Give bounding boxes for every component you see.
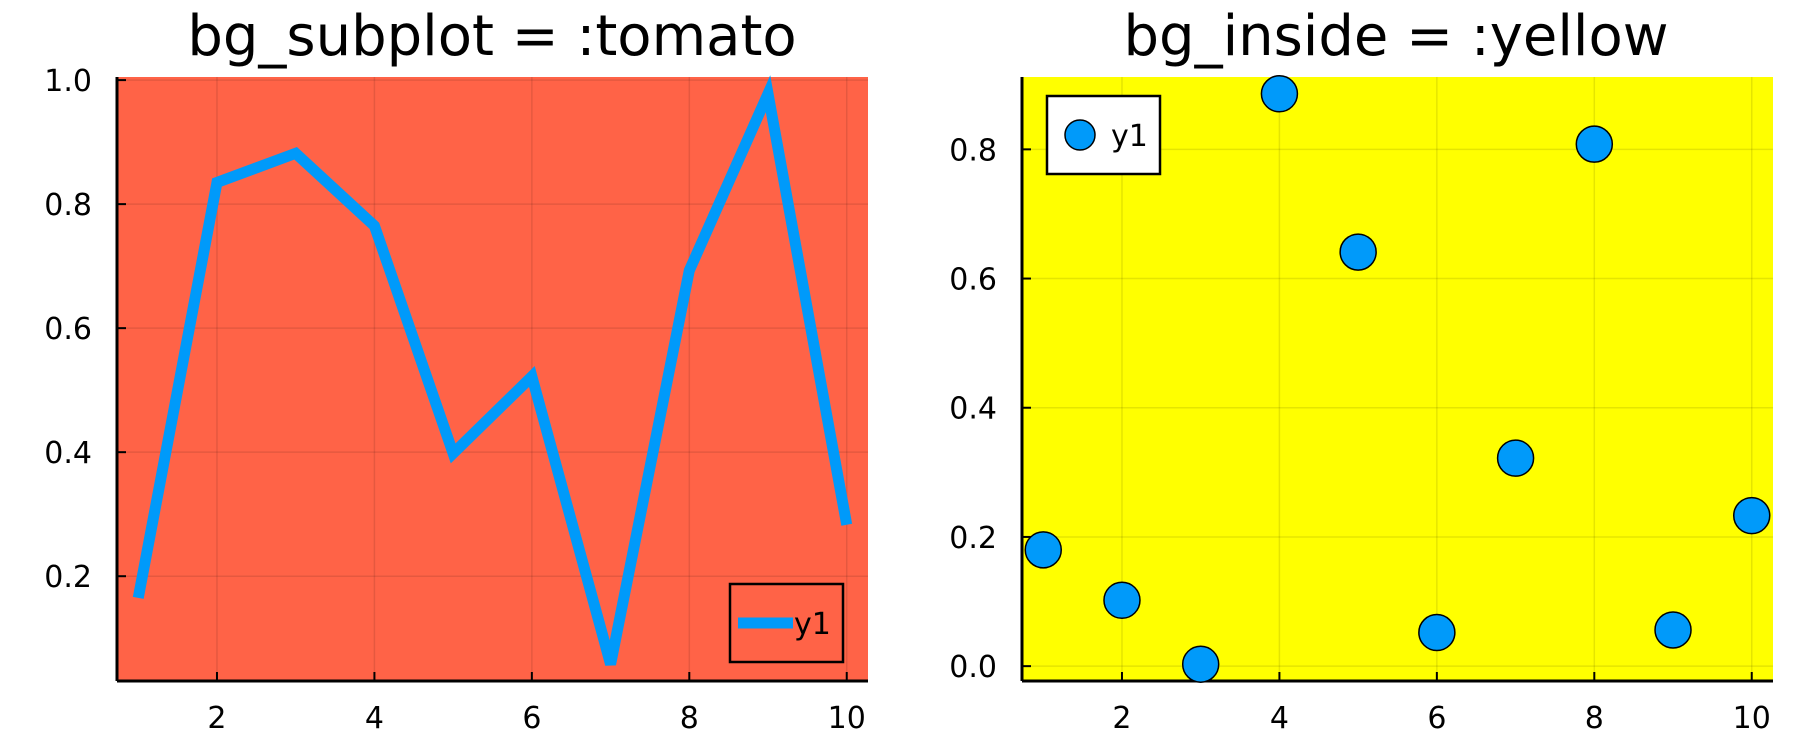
data-point (1103, 581, 1141, 620)
x-tick-label: 2 (1112, 701, 1131, 736)
legend-label: y1 (794, 607, 831, 642)
y-tick-label: 0.8 (44, 188, 92, 223)
data-point (1654, 611, 1692, 649)
y-tick-label: 0.8 (949, 133, 997, 168)
plot-background (1022, 77, 1773, 681)
x-tick-label: 4 (365, 701, 384, 736)
x-tick-label: 10 (1733, 701, 1771, 736)
subplot-2: 2 4 6 8 10 0.0 0.2 0.4 0.6 0.8 bg_inside = :yellow… (949, 4, 1773, 736)
legend-label: y1 (1111, 119, 1148, 154)
subplot-1: 2 4 6 8 10 0.2 0.4 0.6 0.8 1.0 bg_subplot = :tomat… (44, 4, 868, 736)
y-tick-label: 0.4 (44, 436, 92, 471)
chart-title: bg_subplot = :tomato (187, 4, 796, 69)
legend: y1 (728, 582, 845, 664)
y-tick-label: 1.0 (44, 64, 92, 99)
legend-swatch (1064, 119, 1096, 151)
y-tick-label: 0.4 (949, 392, 997, 427)
data-point (1024, 531, 1063, 569)
data-point (1575, 125, 1614, 163)
x-tick-label: 6 (522, 701, 541, 736)
legend: y1 (1045, 94, 1162, 176)
y-tick-label: 0.2 (949, 521, 997, 556)
x-tick-label: 4 (1270, 701, 1289, 736)
x-tick-label: 8 (1585, 701, 1604, 736)
y-tick-label: 0.0 (949, 650, 997, 685)
x-tick-label: 10 (828, 701, 866, 736)
x-tick-label: 6 (1427, 701, 1446, 736)
data-point (1418, 613, 1456, 652)
data-point (1339, 233, 1377, 271)
y-tick-label: 0.6 (949, 263, 997, 298)
chart-title: bg_inside = :yellow (1123, 4, 1668, 69)
data-point (1732, 496, 1771, 535)
series-line-y1 (132, 75, 853, 666)
data-point (1496, 439, 1535, 477)
y-tick-label: 0.6 (44, 312, 92, 347)
y-tick-label: 0.2 (44, 560, 92, 595)
data-point (1181, 645, 1220, 683)
x-tick-label: 2 (207, 701, 226, 736)
data-point (1260, 75, 1299, 113)
x-tick-label: 8 (680, 701, 699, 736)
